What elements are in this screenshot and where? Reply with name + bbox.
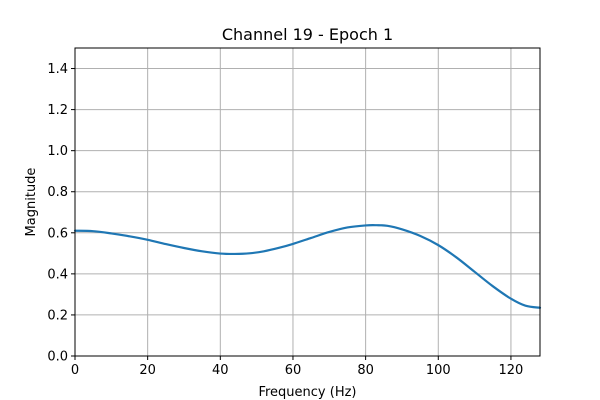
y-tick-label: 0.2: [47, 308, 68, 323]
x-tick-label: 0: [71, 363, 79, 378]
x-axis-label: Frequency (Hz): [258, 385, 356, 400]
series-line-0: [73, 224, 542, 309]
y-axis-label: Magnitude: [24, 168, 39, 237]
y-axis-ticks: 0.0 0.2 0.4 0.6 0.8 1.0 1.2 1.4: [47, 62, 75, 365]
x-tick-label: 60: [285, 363, 302, 378]
chart-title: Channel 19 - Epoch 1: [222, 25, 393, 44]
y-tick-label: 0.0: [47, 350, 68, 365]
y-tick-label: 1.0: [47, 144, 68, 159]
x-axis-ticks: 0 20 40 60 80 100 120: [71, 356, 523, 378]
y-tick-label: 0.8: [47, 185, 68, 200]
y-tick-label: 0.6: [47, 226, 68, 241]
grid-lines: [74, 48, 540, 357]
y-tick-label: 0.4: [47, 267, 68, 282]
x-tick-label: 100: [426, 363, 451, 378]
x-tick-label: 80: [357, 363, 374, 378]
y-tick-label: 1.4: [47, 62, 68, 77]
x-tick-label: 40: [212, 363, 229, 378]
series-layer: [73, 224, 542, 309]
plot-frame: [74, 47, 541, 357]
x-tick-label: 20: [139, 363, 156, 378]
x-tick-label: 120: [499, 363, 524, 378]
y-tick-label: 1.2: [47, 103, 68, 118]
